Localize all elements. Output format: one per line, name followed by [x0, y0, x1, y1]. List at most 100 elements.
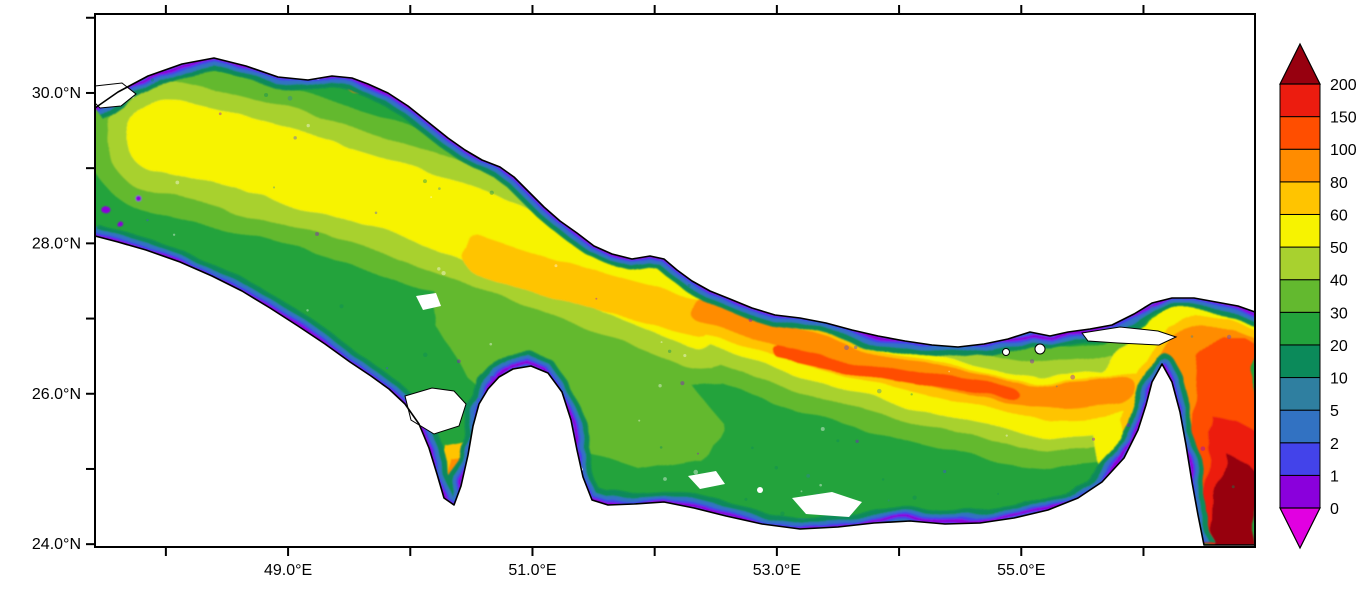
- speckle-dot: [800, 490, 803, 493]
- speckle-dot: [659, 446, 663, 449]
- plot-frame: [94, 13, 1256, 548]
- speckle-dot: [821, 206, 825, 210]
- speckle-dot: [221, 358, 224, 361]
- speckle-dot: [1211, 141, 1216, 145]
- nodata-cloud-4: [416, 293, 441, 310]
- speckle-dot: [282, 474, 286, 478]
- colorbar-label: 200: [1330, 77, 1357, 94]
- speckle-dot: [315, 232, 320, 236]
- colorbar-arrow-top: [1279, 42, 1321, 85]
- y-tick-label: 28.0°N: [32, 235, 81, 252]
- speckle-dot: [456, 359, 461, 364]
- speckle-dot: [660, 341, 663, 344]
- speckle-dot: [891, 219, 896, 224]
- speckle-dot: [172, 233, 176, 236]
- speckle-dot: [264, 92, 269, 98]
- axis-labels: 49.0°E 51.0°E 53.0°E 55.0°E 30.0°N 28.0°N 26.0…: [32, 85, 1045, 579]
- speckle-dot: [437, 267, 441, 271]
- speckle-dot: [1054, 78, 1058, 82]
- speckle-dot: [489, 342, 493, 346]
- speckle-dot: [881, 478, 885, 481]
- map-layer-band-gold-west: [462, 237, 718, 336]
- speckle-dot: [1036, 115, 1042, 121]
- speckle-dot: [948, 370, 951, 373]
- speckle-dot: [1190, 335, 1194, 338]
- colorbar-label: 1: [1330, 468, 1339, 485]
- colorbar-label: 0: [1330, 501, 1339, 518]
- speckle-dot: [919, 305, 922, 308]
- white-island-dot: [1002, 348, 1010, 356]
- speckle-dot: [787, 270, 792, 275]
- speckle-dot: [442, 102, 447, 106]
- speckle-dot: [1231, 485, 1235, 489]
- colorbar-label: 10: [1330, 371, 1348, 388]
- colorbar-band: [1279, 344, 1321, 379]
- speckle-dot: [150, 78, 154, 82]
- speckle-dot: [876, 388, 882, 394]
- speckle-dot: [687, 284, 691, 288]
- speckle-dot: [785, 223, 789, 227]
- speckle-dot: [175, 180, 180, 185]
- speckle-dot: [1055, 385, 1058, 388]
- y-tick-label: 30.0°N: [32, 85, 81, 102]
- speckle-dot: [855, 439, 859, 443]
- colorbar: 0 1 2 5 10 20 30 40 50 60 80 100 150 200: [1279, 42, 1357, 550]
- island-qeshm: [1081, 326, 1178, 346]
- speckle-dot: [463, 114, 467, 117]
- speckle-dot: [127, 397, 130, 400]
- colorbar-arrow-bottom: [1279, 507, 1321, 550]
- speckle-dot: [840, 266, 843, 269]
- speckle-dot: [819, 483, 822, 487]
- speckle-dot: [772, 252, 777, 257]
- colorbar-band: [1279, 377, 1321, 411]
- x-tick-label: 51.0°E: [508, 562, 556, 579]
- speckle-dot: [744, 497, 748, 501]
- y-tick-label: 24.0°N: [32, 536, 81, 553]
- speckle-dot: [339, 510, 344, 516]
- speckle-dot: [1226, 334, 1232, 340]
- axis-ticks: [86, 5, 1145, 556]
- colorbar-label: 80: [1330, 175, 1348, 192]
- speckle-dot: [943, 469, 947, 474]
- speckle-dot: [745, 98, 750, 104]
- speckle-dot: [1021, 154, 1025, 158]
- speckle-dot: [317, 463, 323, 468]
- speckle-dot: [481, 463, 484, 466]
- speckle-dot: [430, 196, 433, 199]
- white-island-dot: [493, 425, 501, 433]
- speckle-dot: [262, 536, 266, 539]
- speckle-dot: [293, 371, 297, 374]
- speckle-dot: [357, 535, 362, 539]
- speckle-dot: [780, 511, 785, 516]
- colorbar-band: [1279, 442, 1321, 476]
- speckle-dot: [687, 242, 691, 246]
- nodata-cloud-2: [688, 471, 725, 489]
- speckle-dot: [844, 345, 849, 351]
- speckle-dot: [1083, 274, 1087, 278]
- speckle-dot: [1137, 54, 1139, 56]
- speckle-dot: [1005, 434, 1008, 437]
- speckle-dot: [545, 479, 549, 483]
- speckle-dot: [809, 234, 814, 239]
- colorbar-band: [1279, 181, 1321, 215]
- colorbar-band: [1279, 246, 1321, 281]
- speckle-dot: [912, 495, 917, 500]
- speckle-dot: [751, 446, 754, 450]
- speckle-dot: [342, 427, 345, 430]
- speckle-dot: [339, 304, 344, 309]
- speckle-dot: [1051, 243, 1056, 247]
- colorbar-band: [1279, 409, 1321, 444]
- colorbar-label: 50: [1330, 240, 1348, 257]
- speckle-dot: [374, 211, 378, 215]
- speckle-dot: [853, 345, 858, 350]
- speckle-dot: [1119, 272, 1122, 275]
- x-tick-label: 55.0°E: [997, 562, 1045, 579]
- speckle-dot: [575, 218, 579, 222]
- speckle-dot: [678, 183, 682, 187]
- speckle-dot: [951, 202, 954, 206]
- colorbar-band: [1279, 213, 1321, 248]
- speckle-dot: [260, 396, 265, 401]
- speckle-dot: [865, 161, 868, 164]
- speckle-dot: [849, 175, 853, 178]
- speckle-dot: [748, 318, 753, 322]
